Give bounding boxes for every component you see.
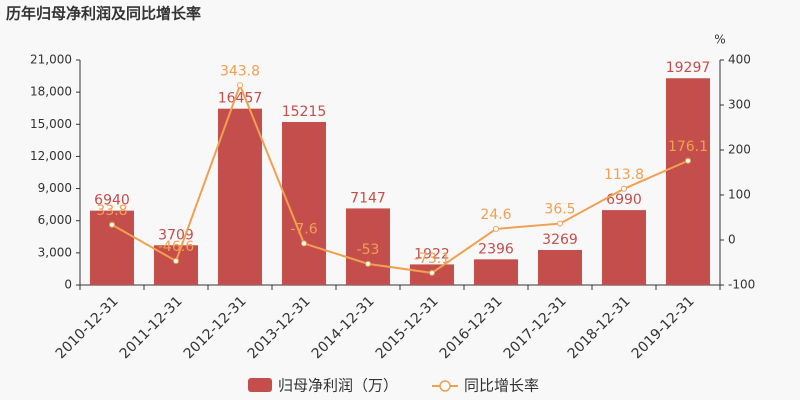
- bar-label: 19297: [666, 60, 711, 76]
- bar: [666, 78, 710, 285]
- y-tick-label: 18,000: [30, 85, 72, 99]
- bar: [282, 121, 326, 285]
- y-tick-label: 3,000: [38, 245, 72, 259]
- bar: [346, 208, 390, 285]
- bar-label: 6940: [94, 193, 130, 209]
- x-tick-label: 2016-12-31: [437, 293, 506, 362]
- line-label: 33.8: [96, 203, 127, 219]
- x-tick-label: 2012-12-31: [181, 293, 250, 362]
- bar-label: 7147: [350, 190, 386, 206]
- line-point: [301, 240, 307, 247]
- bar-label: 1922: [414, 246, 450, 262]
- x-tick-label: 2017-12-31: [501, 293, 570, 362]
- line-label: 113.8: [604, 167, 644, 183]
- legend-swatch: [248, 378, 272, 392]
- y2-tick-label: 0: [728, 233, 736, 247]
- line-label: 343.8: [220, 63, 260, 79]
- y2-tick-label: -100: [728, 278, 755, 292]
- bar: [538, 249, 582, 285]
- line-point: [109, 221, 115, 228]
- line-label: 176.1: [668, 139, 708, 155]
- line-point: [429, 269, 435, 276]
- x-tick-label: 2011-12-31: [117, 293, 186, 362]
- bar: [218, 108, 262, 285]
- x-tick-label: 2013-12-31: [245, 293, 314, 362]
- line-label: -73.1: [414, 251, 450, 267]
- line-point: [365, 260, 371, 267]
- line-point: [685, 157, 691, 164]
- line-label: -7.6: [290, 221, 317, 237]
- y-tick-label: 15,000: [30, 117, 72, 131]
- bar-label: 3269: [542, 232, 578, 248]
- bar-label: 2396: [478, 241, 514, 257]
- legend-label: 归母净利润（万）: [278, 377, 398, 395]
- line-point: [621, 185, 627, 192]
- line: [111, 82, 689, 274]
- bar-label: 16457: [218, 91, 263, 107]
- y2-tick-label: 300: [728, 98, 751, 112]
- y-tick-label: 6,000: [38, 213, 72, 227]
- legend-label: 同比增长率: [464, 377, 539, 395]
- line-label: 24.6: [480, 207, 511, 223]
- x-tick-label: 2014-12-31: [309, 293, 378, 362]
- chart-title: 历年归母净利润及同比增长率: [6, 5, 201, 23]
- x-tick-label: 2010-12-31: [53, 293, 122, 362]
- line-point: [173, 257, 179, 264]
- line-point: [493, 225, 499, 232]
- bar-label: 6990: [606, 192, 642, 208]
- y-tick-label: 9,000: [38, 181, 72, 195]
- line-label: 36.5: [544, 202, 575, 218]
- y-tick-label: 0: [64, 278, 72, 292]
- y2-tick-label: 100: [728, 188, 751, 202]
- y2-tick-label: 200: [728, 143, 751, 157]
- line-label: -53: [357, 242, 380, 258]
- y-tick-label: 21,000: [30, 53, 72, 67]
- y2-axis-label: %: [714, 33, 725, 47]
- x-tick-label: 2018-12-31: [565, 293, 634, 362]
- y2-tick-label: 400: [728, 53, 751, 67]
- legend-swatch: [439, 380, 451, 392]
- line-point: [557, 220, 563, 227]
- bar-label: 15215: [282, 104, 327, 120]
- line-label: -46.6: [158, 239, 194, 255]
- bar: [602, 210, 646, 285]
- y-tick-label: 12,000: [30, 149, 72, 163]
- x-tick-label: 2019-12-31: [629, 293, 698, 362]
- x-tick-label: 2015-12-31: [373, 293, 442, 362]
- line-point: [237, 82, 243, 89]
- bar: [474, 259, 518, 285]
